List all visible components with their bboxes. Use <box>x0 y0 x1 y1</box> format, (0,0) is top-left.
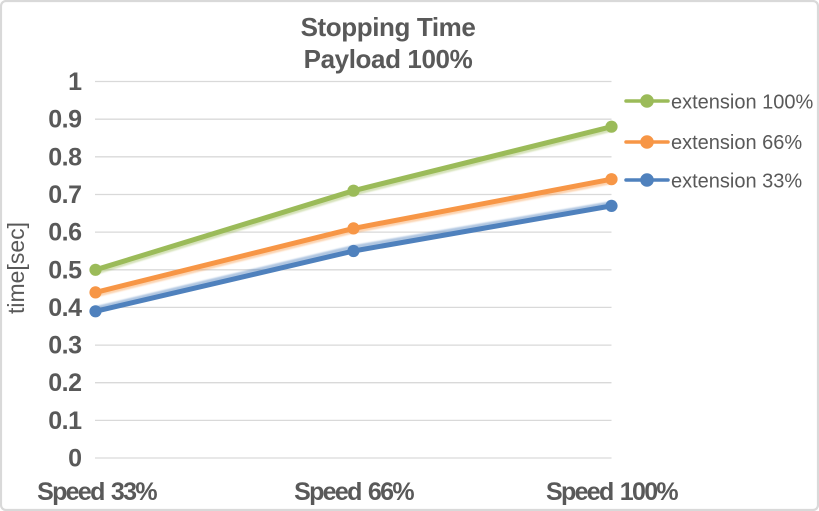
svg-text:0.6: 0.6 <box>48 219 81 247</box>
svg-text:Stopping Time: Stopping Time <box>301 12 476 42</box>
svg-text:extension 33%: extension 33% <box>671 171 802 193</box>
svg-text:1: 1 <box>68 68 82 96</box>
svg-text:0.2: 0.2 <box>48 369 81 397</box>
svg-text:Speed 33%: Speed 33% <box>37 478 157 506</box>
svg-text:extension 100%: extension 100% <box>671 92 814 114</box>
svg-text:time[sec]: time[sec] <box>3 222 29 314</box>
svg-text:Speed 100%: Speed 100% <box>546 478 678 506</box>
svg-text:extension 66%: extension 66% <box>671 132 802 154</box>
svg-text:Payload 100%: Payload 100% <box>304 44 473 74</box>
svg-text:0.3: 0.3 <box>48 332 81 360</box>
svg-text:0.4: 0.4 <box>48 294 82 322</box>
svg-text:0.5: 0.5 <box>48 256 82 284</box>
svg-text:0.8: 0.8 <box>48 143 82 171</box>
svg-text:Speed 66%: Speed 66% <box>294 478 414 506</box>
svg-text:0.1: 0.1 <box>48 407 82 435</box>
svg-text:0.7: 0.7 <box>48 181 81 209</box>
svg-text:0.9: 0.9 <box>48 106 81 134</box>
svg-text:0: 0 <box>68 445 81 473</box>
